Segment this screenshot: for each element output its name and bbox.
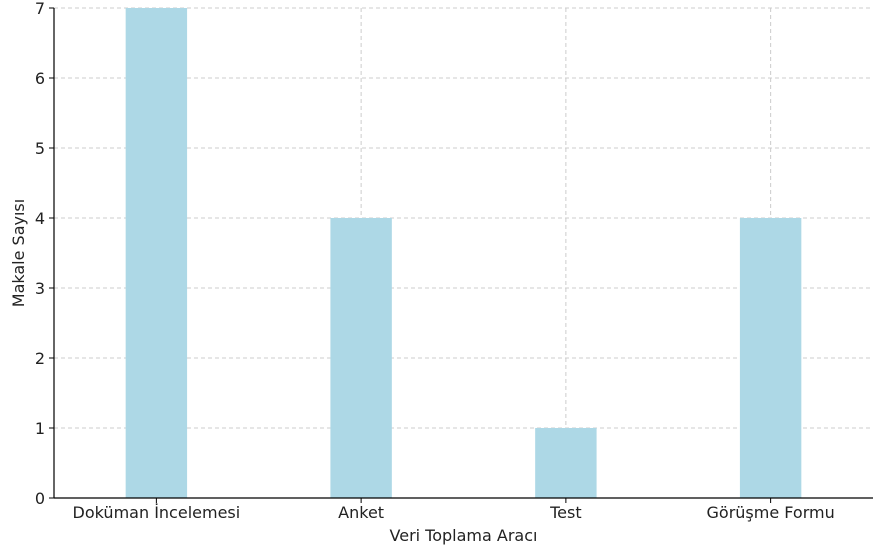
bars: [126, 8, 802, 498]
bar: [330, 218, 391, 498]
bar: [535, 428, 596, 498]
y-tick-label: 5: [35, 139, 45, 158]
x-tick-label: Test: [549, 503, 582, 522]
x-axis-title: Veri Toplama Aracı: [390, 526, 538, 545]
y-tick-label: 7: [35, 0, 45, 18]
bar: [126, 8, 187, 498]
bar: [740, 218, 801, 498]
y-tick-label: 0: [35, 489, 45, 508]
y-tick-label: 3: [35, 279, 45, 298]
x-tick-label: Anket: [338, 503, 384, 522]
x-tick-label: Doküman İncelemesi: [73, 503, 241, 522]
y-tick-label: 6: [35, 69, 45, 88]
y-tick-label: 2: [35, 349, 45, 368]
y-tick-label: 4: [35, 209, 45, 228]
y-axis-title: Makale Sayısı: [9, 199, 28, 307]
y-tick-label: 1: [35, 419, 45, 438]
x-tick-label: Görüşme Formu: [707, 503, 835, 522]
